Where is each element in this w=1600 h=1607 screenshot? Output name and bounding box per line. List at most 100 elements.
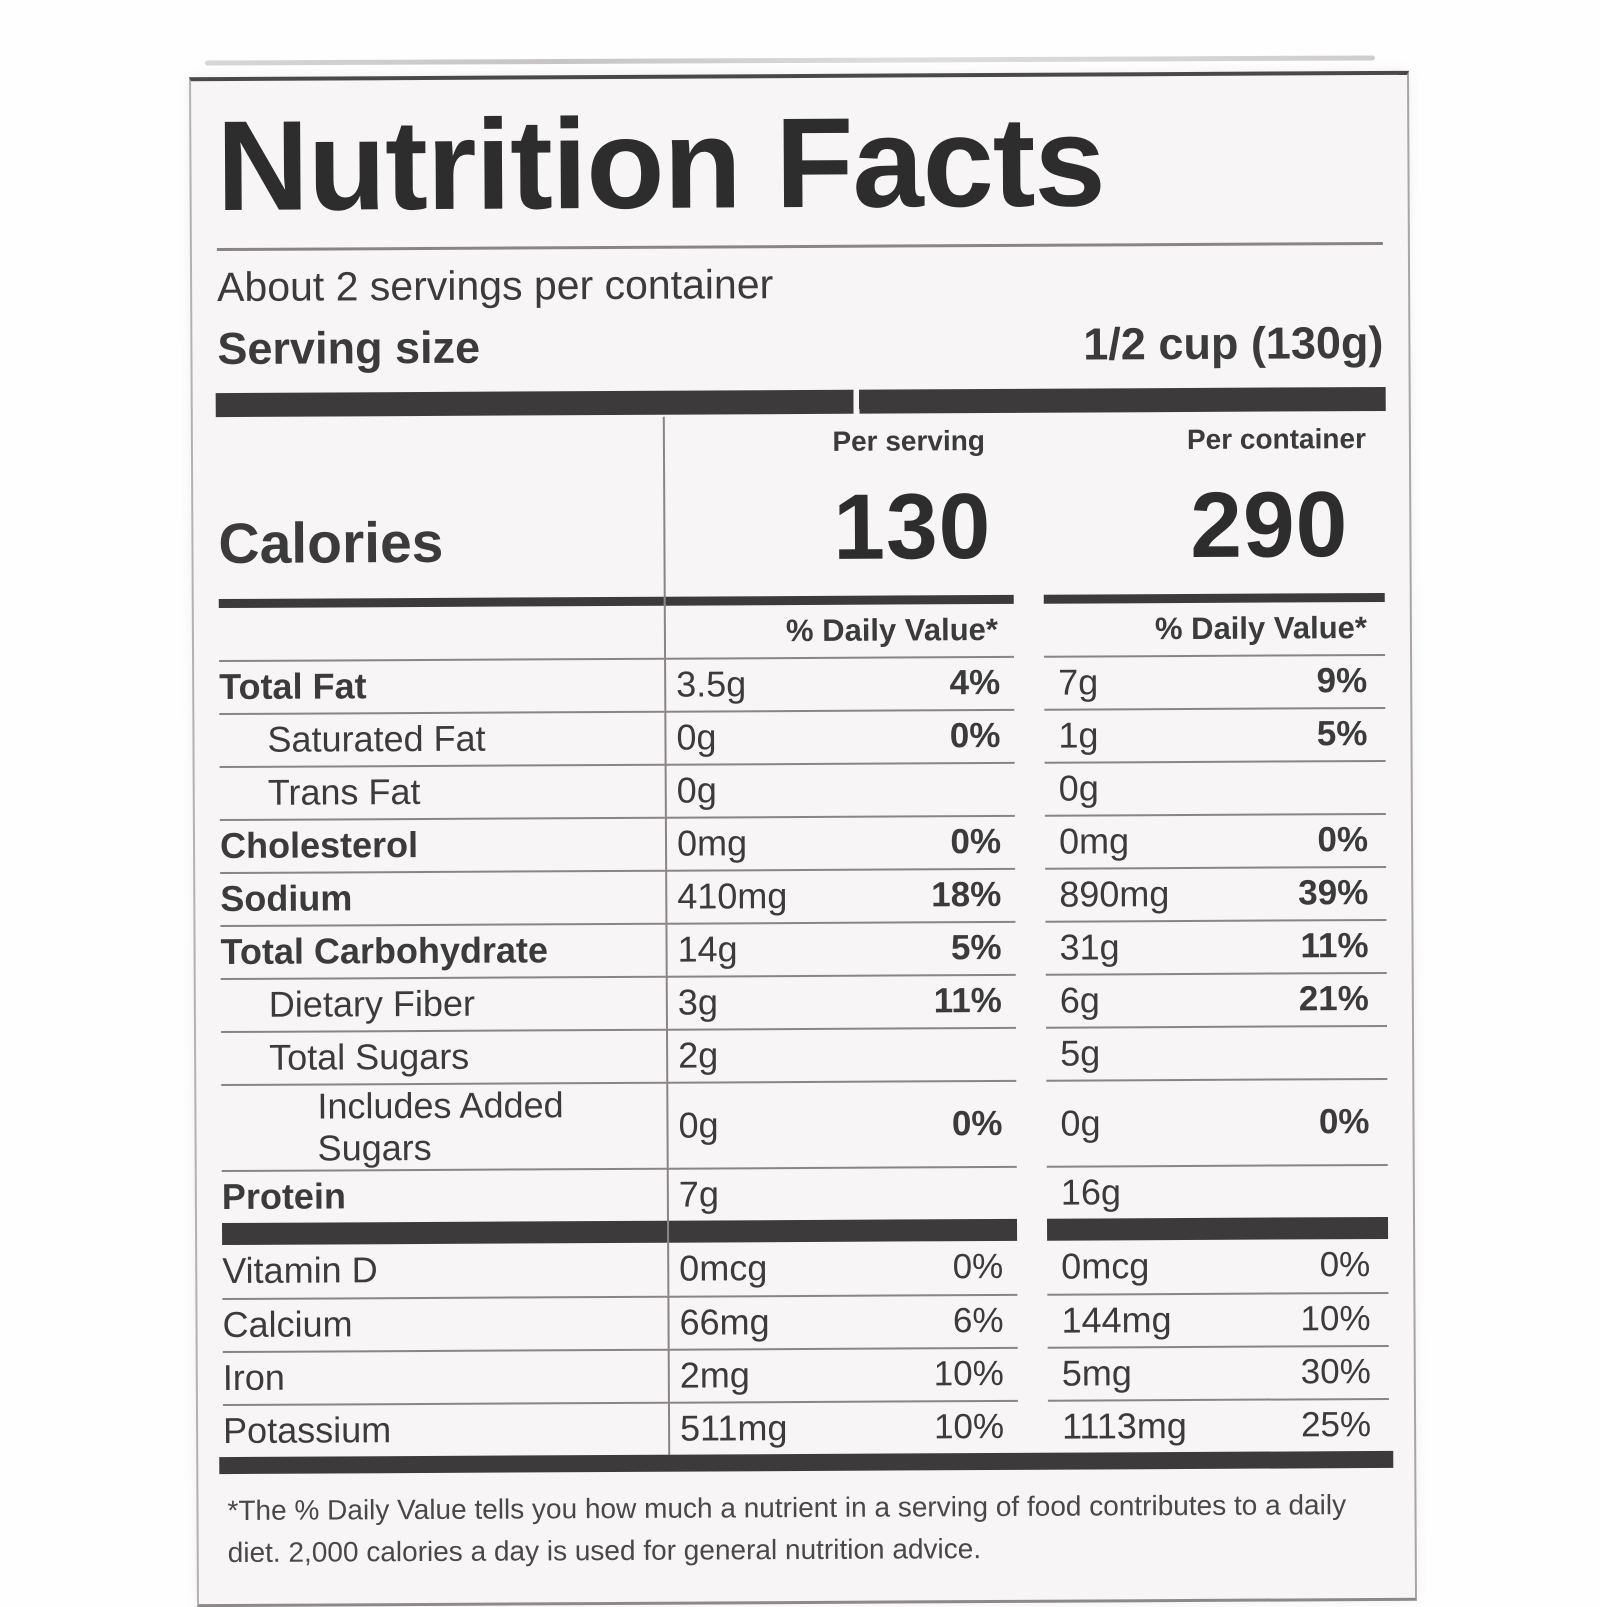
- per-container-daily-value: 0%: [1319, 1245, 1371, 1285]
- section-divider-bar: [215, 386, 1386, 417]
- per-serving-amount: 66mg: [679, 1301, 770, 1343]
- daily-value-header-container: % Daily Value*: [1154, 609, 1367, 646]
- per-serving-amount: 0mg: [676, 822, 748, 864]
- nutrient-name: Cholesterol: [219, 824, 419, 867]
- per-serving-amount: 7g: [678, 1173, 720, 1215]
- per-serving-daily-value: 11%: [933, 981, 1002, 1021]
- servings-per-container: About 2 servings per container: [216, 261, 774, 311]
- per-serving-daily-value: 10%: [933, 1354, 1004, 1394]
- nutrient-name: Dietary Fiber: [268, 982, 476, 1025]
- calories-per-container: 290: [1189, 472, 1349, 578]
- table-row: Vitamin D 0mcg 0% 0mcg 0%: [222, 1238, 1388, 1297]
- nutrient-name: Calcium: [222, 1303, 353, 1346]
- nutrient-name: Vitamin D: [222, 1249, 378, 1292]
- column-headers-row: Per serving Per container: [218, 413, 1384, 463]
- per-container-amount: 5g: [1060, 1032, 1101, 1074]
- per-container-amount: 7g: [1058, 661, 1099, 703]
- table-row: Trans Fat 0g 0g: [219, 759, 1386, 819]
- per-container-daily-value: 5%: [1316, 714, 1368, 754]
- per-container-amount: 0g: [1058, 767, 1099, 809]
- per-serving-daily-value: 0%: [951, 1103, 1003, 1143]
- per-serving-daily-value: 10%: [933, 1407, 1005, 1447]
- nutrient-name: Protein: [221, 1175, 346, 1218]
- per-serving-daily-value: 6%: [952, 1301, 1004, 1341]
- per-container-amount: 5mg: [1061, 1352, 1132, 1394]
- per-serving-amount: 2mg: [679, 1354, 750, 1396]
- title-divider: [216, 242, 1383, 252]
- serving-size-row: Serving size 1/2 cup (130g): [217, 317, 1383, 375]
- table-row: Includes Added Sugars 0g 0% 0g 0%: [221, 1077, 1388, 1170]
- per-container-amount: 0g: [1060, 1101, 1101, 1144]
- per-serving-amount: 3.5g: [676, 663, 747, 705]
- per-container-amount: 0mg: [1058, 820, 1130, 862]
- per-container-amount: 144mg: [1061, 1299, 1172, 1341]
- per-serving-amount: 410mg: [677, 875, 788, 917]
- per-container-daily-value: 21%: [1298, 979, 1369, 1019]
- per-serving-daily-value: 4%: [949, 663, 1001, 703]
- per-serving-daily-value: 0%: [949, 716, 1001, 756]
- nutrient-table: Total Fat 3.5g 4% 7g 9% Saturated Fat 0g…: [219, 653, 1388, 1223]
- per-container-daily-value: 0%: [1317, 820, 1369, 860]
- per-container-daily-value: 0%: [1318, 1101, 1370, 1141]
- nutrient-name: Iron: [222, 1356, 285, 1399]
- nutrient-name: Trans Fat: [267, 771, 421, 813]
- per-container-amount: 31g: [1059, 926, 1120, 968]
- daily-value-header-row: % Daily Value* % Daily Value*: [219, 601, 1385, 659]
- per-container-daily-value: 11%: [1300, 926, 1369, 966]
- table-row: Calcium 66mg 6% 144mg 10%: [222, 1291, 1389, 1351]
- nutrient-name: Potassium: [222, 1409, 392, 1452]
- per-container-amount: 1g: [1058, 714, 1099, 756]
- table-row: Total Fat 3.5g 4% 7g 9%: [219, 653, 1386, 713]
- nutrient-name: Total Sugars: [269, 1035, 470, 1078]
- serving-size-label: Serving size: [217, 321, 481, 374]
- vitamin-table: Vitamin D 0mcg 0% 0mcg 0% Calcium 66mg 6…: [222, 1238, 1390, 1457]
- per-container-amount: 1113mg: [1061, 1405, 1187, 1447]
- label-title: Nutrition Facts: [216, 90, 1105, 239]
- per-container-amount: 0mcg: [1061, 1245, 1150, 1287]
- table-row: Total Sugars 2g 5g: [220, 1024, 1388, 1084]
- per-container-daily-value: 25%: [1300, 1405, 1372, 1445]
- table-row: Protein 7g 16g: [221, 1163, 1388, 1223]
- calories-label: Calories: [218, 510, 444, 576]
- per-serving-header: Per serving: [662, 414, 1014, 461]
- nutrition-facts-label: Nutrition Facts About 2 servings per con…: [189, 70, 1417, 1607]
- per-serving-daily-value: 18%: [931, 875, 1002, 915]
- per-serving-amount: 0mcg: [679, 1247, 768, 1289]
- nutrient-name: Sodium: [220, 877, 353, 920]
- per-container-amount: 16g: [1060, 1171, 1122, 1213]
- daily-value-footnote: *The % Daily Value tells you how much a …: [227, 1488, 1347, 1568]
- nutrient-name: Includes Added Sugars: [317, 1083, 564, 1169]
- nutrient-name: Saturated Fat: [267, 717, 486, 760]
- per-serving-daily-value: 0%: [950, 822, 1002, 862]
- nutrient-name: Total Carbohydrate: [220, 929, 549, 973]
- per-container-amount: 890mg: [1059, 873, 1170, 915]
- per-serving-daily-value: 5%: [950, 928, 1002, 968]
- serving-size-value: 1/2 cup (130g): [1083, 316, 1384, 370]
- per-serving-daily-value: 0%: [952, 1247, 1004, 1287]
- per-container-daily-value: 39%: [1298, 873, 1369, 913]
- per-serving-amount: 2g: [678, 1034, 719, 1076]
- nutrient-name: Total Fat: [219, 665, 367, 708]
- table-row: Dietary Fiber 3g 11% 6g 21%: [220, 971, 1387, 1031]
- table-row: Potassium 511mg 10% 1113mg 25%: [222, 1397, 1390, 1457]
- per-container-amount: 6g: [1059, 979, 1101, 1021]
- table-row: Iron 2mg 10% 5mg 30%: [222, 1344, 1389, 1404]
- calories-per-serving: 130: [832, 474, 992, 579]
- table-row: Cholesterol 0mg 0% 0mg 0%: [219, 812, 1387, 872]
- per-container-header: Per container: [1186, 422, 1366, 455]
- table-row: Sodium 410mg 18% 890mg 39%: [220, 865, 1387, 925]
- per-container-daily-value: 10%: [1300, 1299, 1371, 1339]
- per-container-daily-value: 30%: [1300, 1352, 1371, 1392]
- calories-row: Calories 130 290: [218, 456, 1385, 598]
- daily-value-header-serving: % Daily Value*: [663, 603, 1015, 658]
- per-container-daily-value: 9%: [1316, 661, 1368, 701]
- per-serving-amount: 0g: [676, 769, 717, 811]
- table-row: Saturated Fat 0g 0% 1g 5%: [219, 706, 1386, 766]
- per-serving-amount: 511mg: [679, 1407, 788, 1449]
- per-serving-amount: 3g: [677, 981, 719, 1023]
- per-serving-amount: 0g: [676, 716, 717, 758]
- scan-edge-artifact: [204, 55, 1376, 66]
- table-row: Total Carbohydrate 14g 5% 31g 11%: [220, 918, 1387, 978]
- per-serving-amount: 14g: [677, 928, 738, 970]
- per-serving-amount: 0g: [678, 1103, 719, 1146]
